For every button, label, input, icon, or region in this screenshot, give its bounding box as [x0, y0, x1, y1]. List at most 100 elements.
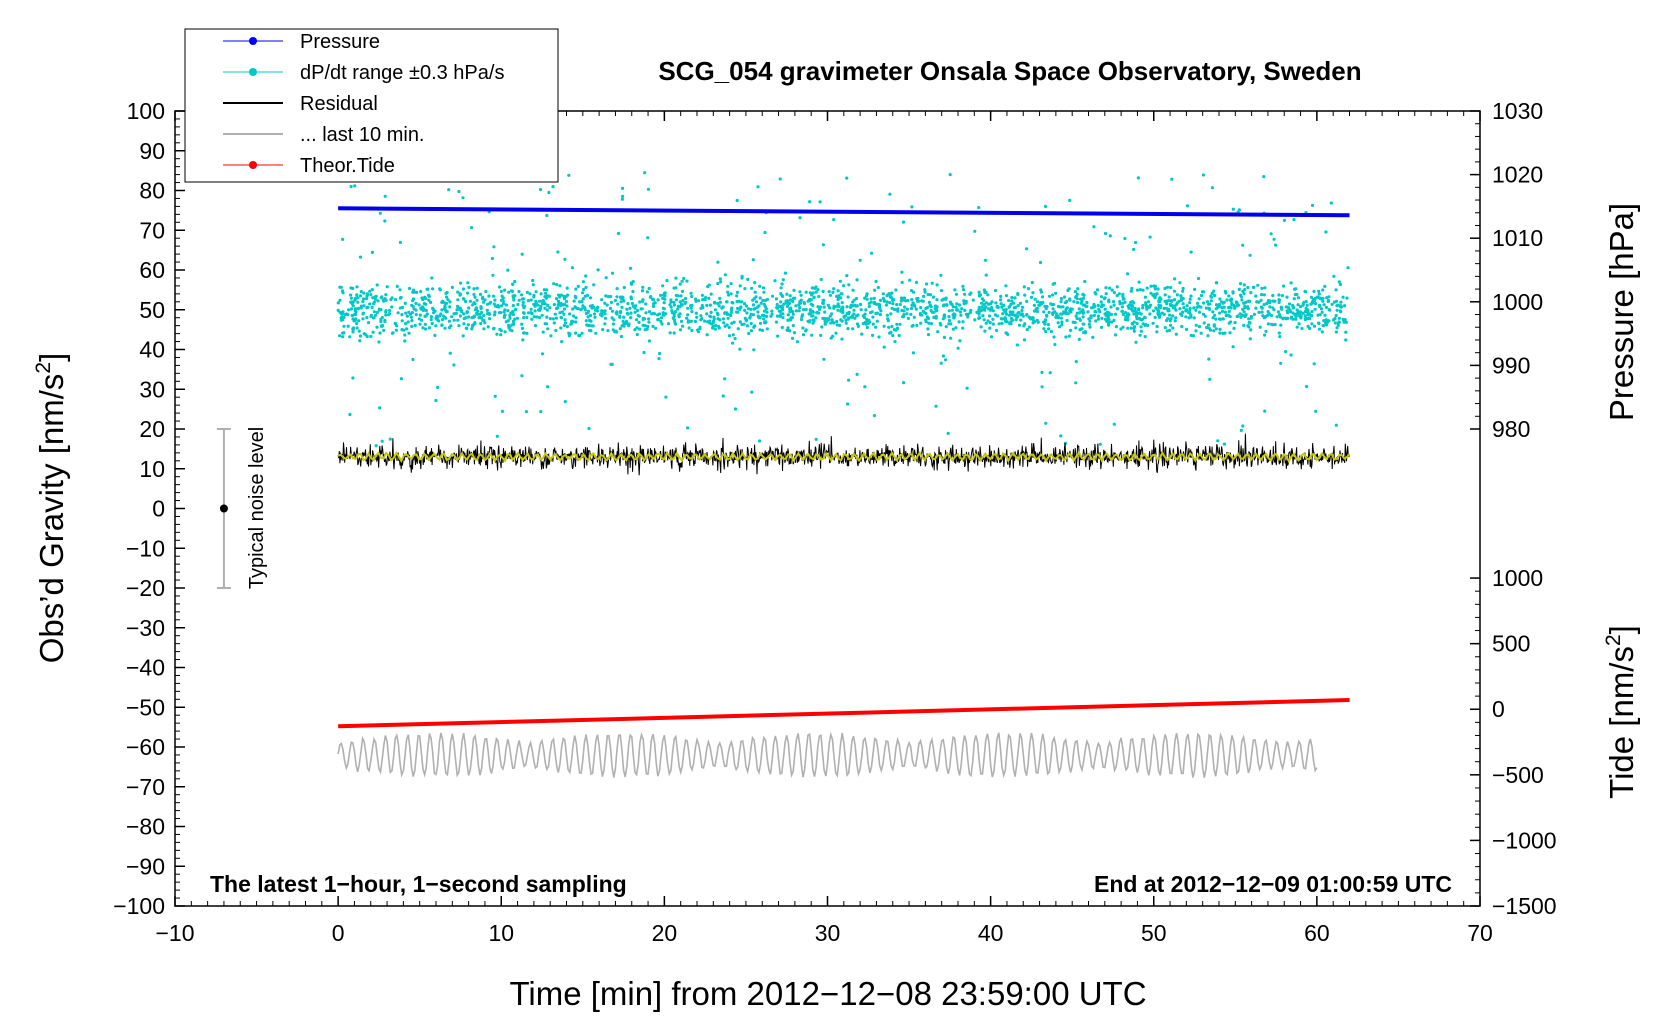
dpdt-point — [1081, 311, 1085, 315]
dpdt-point — [1065, 299, 1069, 304]
dpdt-point — [1197, 297, 1201, 301]
dpdt-point — [821, 243, 826, 247]
dpdt-point — [836, 289, 840, 293]
dpdt-point — [1166, 309, 1170, 313]
dpdt-point — [370, 305, 374, 309]
dpdt-point — [856, 313, 860, 317]
dpdt-point — [752, 325, 756, 329]
dpdt-point — [424, 302, 428, 306]
dpdt-point — [661, 306, 665, 310]
dpdt-point — [1115, 294, 1119, 298]
dpdt-point — [526, 299, 531, 303]
dpdt-point — [1009, 302, 1013, 306]
dpdt-point — [525, 290, 530, 294]
dpdt-point — [735, 198, 739, 203]
dpdt-point — [988, 302, 993, 306]
dpdt-point — [718, 300, 723, 304]
dpdt-point — [1333, 321, 1337, 325]
dpdt-point — [902, 381, 906, 385]
dpdt-point — [587, 426, 591, 431]
dpdt-point — [581, 304, 585, 308]
dpdt-point — [562, 312, 566, 316]
dpdt-point — [1298, 305, 1303, 309]
dpdt-point — [521, 338, 525, 342]
dpdt-point — [500, 409, 504, 413]
dpdt-point — [1010, 299, 1014, 303]
dpdt-point — [659, 316, 664, 320]
dpdt-point — [1319, 297, 1323, 301]
dpdt-point — [370, 288, 374, 292]
dpdt-point — [391, 331, 395, 335]
dpdt-point — [603, 301, 607, 305]
dpdt-point — [1192, 316, 1196, 320]
dpdt-point — [934, 404, 938, 408]
dpdt-point — [448, 351, 452, 355]
dpdt-point — [1281, 316, 1285, 320]
dpdt-point — [514, 307, 518, 311]
dpdt-point — [499, 289, 503, 293]
dpdt-point — [342, 331, 346, 335]
dpdt-point — [377, 307, 381, 311]
dpdt-point — [492, 313, 497, 317]
dpdt-point — [831, 334, 835, 338]
dpdt-point — [727, 325, 731, 329]
dpdt-point — [1165, 329, 1169, 333]
dpdt-point — [482, 327, 486, 331]
dpdt-point — [340, 289, 345, 293]
dpdt-point — [882, 345, 886, 349]
dpdt-point — [811, 318, 815, 322]
dpdt-point — [747, 331, 751, 336]
dpdt-point — [1338, 282, 1342, 287]
dpdt-point — [465, 310, 469, 314]
dpdt-point — [1206, 302, 1211, 306]
dpdt-point — [716, 281, 720, 286]
dpdt-point — [490, 256, 494, 261]
dpdt-point — [529, 307, 533, 311]
dpdt-point — [775, 302, 779, 307]
dpdt-point — [995, 328, 999, 333]
dpdt-point — [1181, 286, 1185, 290]
dpdt-point — [785, 328, 789, 332]
dpdt-point — [890, 306, 894, 310]
dpdt-point — [532, 295, 536, 299]
dpdt-point — [1181, 296, 1185, 301]
dpdt-point — [1059, 316, 1063, 320]
note-sampling: The latest 1−hour, 1−second sampling — [210, 871, 627, 897]
dpdt-point — [459, 281, 463, 285]
dpdt-point — [794, 304, 798, 308]
dpdt-point — [672, 303, 677, 307]
dpdt-point — [538, 315, 542, 320]
dpdt-point — [658, 351, 662, 356]
dpdt-point — [614, 330, 619, 334]
dpdt-point — [901, 220, 906, 224]
legend-label: dP/dt range ±0.3 hPa/s — [300, 62, 504, 84]
dpdt-point — [1204, 306, 1208, 310]
dpdt-point — [939, 289, 944, 293]
dpdt-point — [1189, 250, 1193, 254]
dpdt-point — [421, 326, 425, 330]
dpdt-point — [645, 327, 649, 331]
dpdt-point — [417, 317, 421, 321]
dpdt-point — [520, 293, 524, 297]
dpdt-point — [359, 290, 363, 294]
dpdt-point — [533, 309, 537, 313]
dpdt-point — [1322, 319, 1326, 323]
dpdt-point — [679, 294, 683, 298]
dpdt-point — [1306, 311, 1310, 315]
y-tick-label: −70 — [126, 774, 165, 800]
dpdt-point — [1000, 321, 1004, 325]
dpdt-point — [1300, 326, 1304, 331]
dpdt-point — [730, 308, 734, 312]
dpdt-point — [978, 293, 983, 297]
dpdt-point — [1153, 284, 1158, 288]
dpdt-point — [346, 313, 350, 317]
dpdt-point — [785, 304, 790, 308]
dpdt-point — [887, 325, 891, 329]
dpdt-point — [765, 327, 769, 331]
dpdt-point — [669, 305, 673, 309]
y-tick-label: 40 — [139, 337, 165, 363]
dpdt-point — [808, 308, 813, 312]
dpdt-point — [672, 286, 676, 290]
dpdt-point — [545, 315, 549, 319]
dpdt-point — [376, 299, 380, 303]
